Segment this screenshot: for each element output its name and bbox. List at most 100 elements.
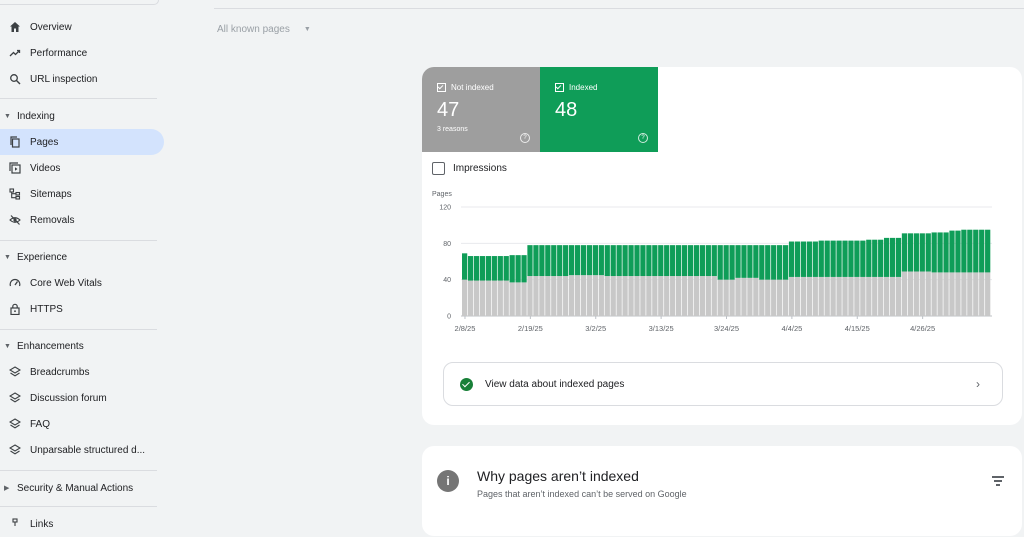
bar-segment (658, 276, 664, 316)
bar-segment (467, 256, 474, 281)
bar-segment (979, 272, 985, 316)
impressions-toggle[interactable]: Impressions (432, 162, 507, 175)
bar-segment (777, 245, 783, 280)
bar-segment (884, 237, 890, 277)
bar-segment (925, 233, 931, 272)
bar-segment (687, 276, 694, 316)
sidebar-item-faq[interactable]: FAQ (0, 411, 164, 437)
bar-segment (545, 245, 551, 277)
sidebar-item-core-web-vitals[interactable]: Core Web Vitals (0, 270, 164, 296)
sidebar-item-links[interactable]: Links (0, 511, 164, 537)
bar-segment (699, 276, 705, 316)
sidebar-divider (0, 98, 157, 99)
bar-segment (652, 276, 658, 316)
pages-filter-dropdown[interactable]: All known pages ▼ (217, 24, 311, 35)
bar-segment (800, 276, 807, 316)
bar-segment (515, 255, 521, 283)
sidebar-item-pages[interactable]: Pages (0, 129, 164, 155)
bar-segment (723, 279, 729, 316)
bar-segment (901, 233, 908, 272)
help-icon[interactable]: ? (638, 133, 648, 143)
bar-segment (806, 276, 812, 316)
bar-segment (717, 245, 723, 280)
bar-segment (782, 279, 789, 316)
bar-segment (568, 275, 575, 317)
bar-segment (545, 276, 551, 316)
layers-icon (8, 391, 22, 405)
section-enhancements[interactable]: ▼ Enhancements (0, 335, 164, 357)
bar-segment (818, 276, 824, 316)
home-icon (8, 20, 22, 34)
bar-segment (705, 245, 711, 277)
bar-segment (884, 276, 890, 316)
y-tick-label: 120 (439, 205, 451, 212)
sidebar-item-videos[interactable]: Videos (0, 155, 164, 181)
bar-segment (479, 280, 486, 316)
bar-segment (765, 279, 771, 316)
bar-segment (622, 245, 628, 277)
bar-segment (568, 245, 575, 276)
bar-segment (949, 272, 955, 316)
tile-label: Indexed (569, 83, 598, 92)
bar-segment (634, 276, 640, 316)
section-indexing[interactable]: ▼ Indexing (0, 105, 164, 127)
bar-segment (872, 239, 878, 277)
bar-segment (521, 255, 527, 283)
bar-segment (557, 245, 563, 277)
sidebar-item-performance[interactable]: Performance (0, 40, 164, 66)
bar-segment (527, 276, 533, 316)
sidebar-item-overview[interactable]: Overview (0, 14, 164, 40)
bar-segment (628, 276, 634, 316)
sidebar-item-https[interactable]: HTTPS (0, 296, 164, 322)
bar-segment (675, 276, 682, 316)
bar-segment (640, 245, 646, 277)
sidebar-item-sitemaps[interactable]: Sitemaps (0, 181, 164, 207)
sidebar-item-label: Removals (30, 214, 75, 226)
bar-segment (860, 276, 866, 316)
checkbox-checked-icon[interactable] (437, 83, 446, 92)
bar-segment (723, 245, 729, 280)
checkbox-checked-icon[interactable] (555, 83, 564, 92)
filter-icon[interactable] (992, 476, 1004, 488)
bar-segment (670, 245, 676, 277)
lock-icon (8, 302, 22, 316)
why-title: Why pages aren’t indexed (477, 468, 639, 484)
section-security-manual-actions[interactable]: ▶ Security & Manual Actions (0, 477, 164, 499)
sidebar-divider (0, 470, 157, 471)
bar-segment (925, 271, 931, 316)
bar-segment (889, 276, 896, 316)
bar-segment (491, 280, 497, 316)
view-indexed-pages-link[interactable]: View data about indexed pages › (443, 362, 1003, 406)
bar-segment (580, 275, 587, 317)
bar-segment (866, 239, 872, 277)
bar-segment (806, 241, 812, 277)
caret-down-icon: ▼ (4, 342, 11, 350)
sidebar-item-url-inspection[interactable]: URL inspection (0, 66, 164, 92)
layers-icon (8, 365, 22, 379)
bar-segment (711, 276, 717, 316)
bar-segment (687, 245, 694, 277)
checkbox-unchecked-icon[interactable] (432, 162, 445, 175)
sidebar-item-label: Videos (30, 162, 61, 174)
sidebar-item-label: Discussion forum (30, 392, 107, 404)
help-icon[interactable]: ? (520, 133, 530, 143)
bar-segment (711, 245, 717, 277)
bar-segment (592, 275, 598, 317)
bar-segment (812, 241, 818, 277)
sidebar-item-label: Unparsable structured d... (30, 444, 146, 456)
bar-segment (788, 276, 795, 316)
not-indexed-tile[interactable]: Not indexed 47 3 reasons ? (422, 67, 540, 152)
sidebar-item-removals[interactable]: Removals (0, 207, 164, 233)
section-experience[interactable]: ▼ Experience (0, 246, 164, 268)
sidebar-item-unparsable-structured-data[interactable]: Unparsable structured d... (0, 437, 164, 463)
sidebar-item-label: HTTPS (30, 303, 63, 315)
sidebar-item-breadcrumbs[interactable]: Breadcrumbs (0, 359, 164, 385)
bar-segment (479, 256, 486, 281)
sidebar-item-discussion-forum[interactable]: Discussion forum (0, 385, 164, 411)
links-icon (8, 517, 22, 531)
bar-segment (634, 245, 640, 277)
indexed-tile[interactable]: Indexed 48 ? (540, 67, 658, 152)
bar-segment (967, 272, 973, 316)
sidebar-item-label: Breadcrumbs (30, 366, 90, 378)
bar-segment (741, 277, 747, 316)
